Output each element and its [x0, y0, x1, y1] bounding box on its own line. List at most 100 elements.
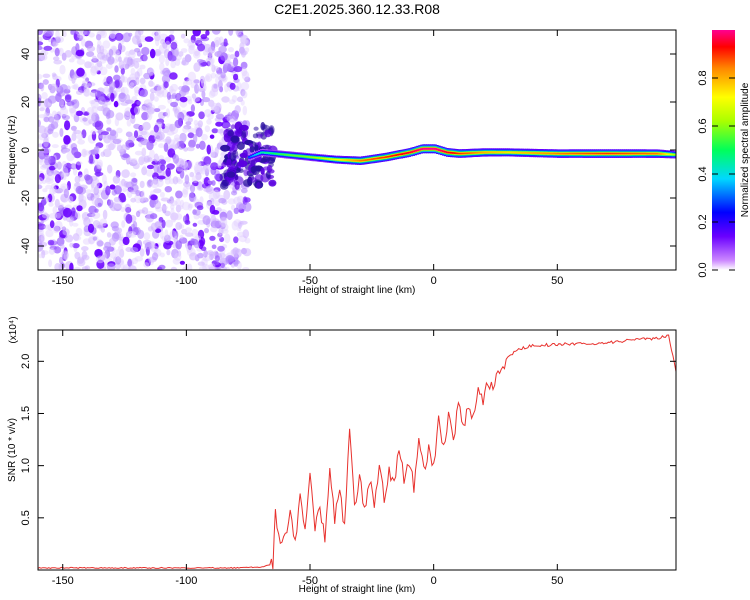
noise-speck	[198, 239, 204, 250]
noise-speck	[254, 144, 259, 152]
noise-speck	[193, 79, 200, 84]
noise-speck	[209, 266, 218, 270]
noise-speck	[125, 51, 131, 57]
noise-speck	[160, 39, 166, 45]
ridge-cell	[406, 152, 410, 154]
noise-speck	[38, 234, 45, 243]
noise-speck	[71, 75, 76, 84]
noise-speck	[236, 231, 246, 238]
noise-speck	[129, 73, 137, 81]
ridge-cell	[546, 152, 550, 155]
noise-speck	[81, 129, 87, 139]
noise-speck	[214, 255, 220, 262]
noise-speck	[45, 229, 54, 238]
ridge-cell	[410, 151, 413, 153]
noise-speck	[54, 212, 62, 219]
ridge-cell	[626, 152, 629, 155]
noise-speck	[264, 144, 270, 150]
ridge-cell	[513, 151, 516, 154]
noise-speck	[223, 38, 228, 47]
noise-speck	[92, 55, 97, 61]
noise-speck	[179, 169, 185, 179]
noise-speck	[114, 79, 120, 89]
noise-speck	[215, 76, 220, 85]
noise-speck	[93, 159, 99, 166]
ridge-cell	[392, 154, 396, 157]
noise-speck	[77, 171, 83, 178]
snr-multiplier-label: (x10⁴)	[8, 316, 19, 343]
noise-speck	[77, 139, 85, 145]
noise-speck	[205, 30, 210, 36]
noise-speck	[164, 177, 171, 185]
noise-speck	[132, 158, 138, 165]
ridge-cell	[570, 152, 574, 155]
noise-speck	[222, 122, 231, 128]
noise-speck	[175, 222, 183, 230]
noise-speck	[77, 33, 85, 39]
noise-speck	[113, 196, 120, 203]
colorbar: 0.0 0.2 0.4 0.6 0.8 Normalized spectral ampl…	[697, 30, 750, 278]
noise-speck	[127, 231, 137, 236]
x-tick-label: -50	[302, 275, 318, 287]
ridge-cell	[301, 155, 305, 158]
noise-speck	[134, 89, 139, 97]
ridge-cell	[442, 150, 445, 153]
ridge-cell	[428, 147, 431, 150]
noise-speck	[159, 229, 164, 239]
noise-speck	[121, 220, 126, 228]
ridge-cell	[364, 159, 368, 161]
noise-speck	[124, 203, 131, 214]
noise-speck	[91, 196, 98, 206]
noise-speck	[94, 208, 99, 213]
noise-speck	[211, 128, 219, 134]
noise-speck	[100, 30, 107, 39]
noise-speck	[82, 117, 88, 122]
noise-speck	[87, 113, 96, 123]
noise-speck	[210, 162, 219, 171]
noise-speck	[238, 158, 244, 165]
ridge-cell	[659, 153, 663, 155]
noise-speck	[220, 262, 226, 268]
ridge-cell	[485, 151, 489, 154]
noise-speck	[47, 116, 55, 123]
noise-speck	[39, 173, 45, 182]
noise-speck	[174, 252, 182, 262]
noise-speck	[230, 124, 236, 129]
ridge-cell	[335, 158, 338, 161]
noise-speck	[158, 143, 165, 149]
noise-speck	[182, 126, 189, 133]
noise-speck	[121, 169, 130, 179]
noise-speck	[38, 223, 46, 230]
noise-speck	[153, 96, 159, 102]
noise-speck	[89, 91, 99, 97]
colorbar-gradient	[712, 30, 735, 270]
noise-speck	[157, 175, 166, 180]
ridge-cell	[293, 154, 297, 157]
noise-speck	[176, 165, 183, 172]
noise-speck	[42, 73, 51, 79]
noise-speck	[98, 134, 107, 139]
noise-speck	[70, 30, 75, 36]
ridge-cell	[529, 152, 532, 154]
noise-speck	[225, 254, 234, 263]
noise-speck	[187, 71, 197, 82]
noise-speck	[86, 45, 96, 52]
noise-speck	[202, 264, 211, 270]
noise-speck	[140, 190, 145, 200]
ridge-cell	[343, 159, 346, 161]
ridge-cell	[543, 152, 546, 155]
ridge-cell	[673, 153, 676, 156]
noise-speck	[48, 165, 56, 171]
noise-speck	[199, 140, 206, 150]
noise-speck	[206, 118, 212, 125]
noise-speck	[183, 38, 190, 44]
noise-speck	[193, 119, 199, 126]
noise-speck	[211, 260, 220, 266]
ridge-cell	[299, 155, 303, 157]
noise-speck	[197, 180, 202, 190]
noise-speck	[106, 263, 116, 270]
ridge-cell	[645, 152, 649, 155]
noise-speck	[242, 248, 252, 257]
noise-speck	[125, 231, 132, 239]
